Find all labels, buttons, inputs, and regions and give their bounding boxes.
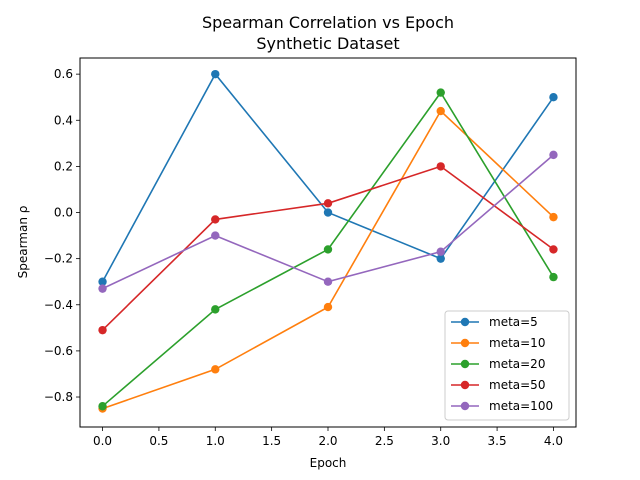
legend-swatch-marker bbox=[460, 317, 470, 327]
series-layer bbox=[98, 69, 558, 413]
y-tick-label: −0.6 bbox=[44, 344, 73, 358]
legend-item: meta=50 bbox=[451, 378, 545, 392]
data-point bbox=[549, 93, 558, 102]
y-tick-label: 0.0 bbox=[54, 206, 73, 220]
legend: meta=5 meta=10 meta=20 meta=50 meta=100 bbox=[444, 310, 570, 421]
legend-label: meta=20 bbox=[489, 357, 545, 371]
x-tick-label: 3.0 bbox=[431, 434, 450, 448]
legend-box bbox=[444, 310, 570, 421]
chart-subtitle: Synthetic Dataset bbox=[256, 34, 399, 53]
data-point bbox=[323, 208, 333, 217]
y-tick-label: 0.6 bbox=[54, 67, 73, 81]
x-tick-label: 4.0 bbox=[544, 434, 563, 448]
data-point bbox=[98, 402, 107, 411]
data-point bbox=[211, 305, 220, 314]
data-point bbox=[211, 69, 220, 79]
x-tick-label: 3.5 bbox=[488, 434, 507, 448]
data-point bbox=[323, 245, 333, 254]
data-point bbox=[323, 302, 333, 312]
data-point bbox=[323, 199, 333, 208]
legend-item: meta=20 bbox=[451, 357, 545, 371]
series-meta-5 bbox=[98, 69, 558, 286]
data-point bbox=[549, 150, 558, 160]
x-tick-label: 2.5 bbox=[375, 434, 394, 448]
data-point bbox=[98, 277, 107, 286]
legend-label: meta=10 bbox=[489, 336, 545, 350]
x-tick-label: 0.5 bbox=[149, 434, 168, 448]
legend-label: meta=50 bbox=[489, 378, 545, 392]
data-point bbox=[98, 325, 107, 335]
y-tick-label: 0.2 bbox=[54, 159, 73, 173]
y-tick-label: −0.2 bbox=[44, 252, 73, 266]
legend-label: meta=5 bbox=[489, 315, 538, 329]
data-point bbox=[436, 247, 445, 256]
y-axis-ticks: −0.8 −0.6 −0.4 −0.2 0.0 0.2 0.4 0.6 bbox=[44, 67, 80, 404]
data-point bbox=[549, 245, 558, 254]
legend-swatch-marker bbox=[460, 380, 470, 390]
x-tick-label: 1.5 bbox=[262, 434, 281, 448]
data-point bbox=[549, 272, 558, 282]
legend-item: meta=10 bbox=[451, 336, 545, 350]
data-point bbox=[436, 106, 445, 116]
y-axis-label: Spearman ρ bbox=[16, 206, 30, 279]
legend-swatch-marker bbox=[460, 401, 470, 411]
legend-swatch-marker bbox=[460, 359, 470, 369]
data-point bbox=[211, 215, 220, 224]
x-tick-label: 1.0 bbox=[206, 434, 225, 448]
plot-frame bbox=[79, 57, 577, 428]
data-point bbox=[436, 162, 445, 171]
data-point bbox=[436, 254, 445, 263]
data-point bbox=[98, 284, 107, 293]
series-meta-20 bbox=[98, 88, 558, 411]
y-tick-label: −0.8 bbox=[44, 390, 73, 404]
x-axis-ticks: 0.0 0.5 1.0 1.5 2.0 2.5 3.0 3.5 4.0 bbox=[93, 427, 563, 448]
x-tick-label: 2.0 bbox=[318, 434, 337, 448]
chart-title: Spearman Correlation vs Epoch bbox=[202, 13, 454, 32]
series-meta-100 bbox=[98, 150, 558, 293]
legend-item: meta=100 bbox=[451, 399, 553, 413]
y-tick-label: −0.4 bbox=[44, 298, 73, 312]
x-axis-label: Epoch bbox=[310, 456, 347, 470]
data-point bbox=[211, 231, 220, 240]
data-point bbox=[323, 277, 333, 286]
data-point bbox=[436, 88, 445, 97]
legend-item: meta=5 bbox=[451, 315, 538, 329]
data-point bbox=[211, 365, 220, 374]
series-meta-50 bbox=[98, 162, 558, 335]
x-tick-label: 0.0 bbox=[93, 434, 112, 448]
legend-label: meta=100 bbox=[489, 399, 553, 413]
data-point bbox=[549, 212, 558, 222]
y-tick-label: 0.4 bbox=[54, 113, 73, 127]
legend-swatch-marker bbox=[460, 338, 470, 348]
